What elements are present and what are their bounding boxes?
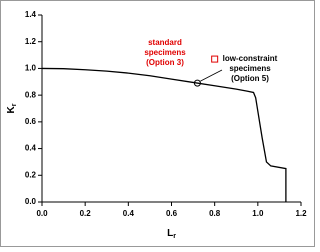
y-tick-label: 0.2 <box>25 170 37 179</box>
leader-line <box>200 69 223 82</box>
y-tick-label: 1.4 <box>25 10 37 19</box>
x-tick-label: 0.2 <box>80 209 92 218</box>
x-tick-label: 0.0 <box>36 209 48 218</box>
x-tick-label: 0.6 <box>166 209 178 218</box>
y-tick-label: 1.0 <box>25 64 37 73</box>
y-tick-label: 0.6 <box>25 117 37 126</box>
curve <box>41 67 287 202</box>
y-tick-label: 0.8 <box>25 90 37 99</box>
point <box>211 55 219 63</box>
annotation: specimens <box>144 48 186 57</box>
y-axis-label: Kr <box>6 103 18 113</box>
frame <box>0 0 315 247</box>
annotation: standard <box>148 38 182 47</box>
annotation: low-constraint <box>223 54 278 63</box>
x-tick-label: 0.4 <box>123 209 135 218</box>
x-axis-label-main: L <box>167 228 173 239</box>
x-tick-label: 1.2 <box>295 209 307 218</box>
y-tick-label: 0.4 <box>25 144 37 153</box>
y-tick-label: 1.2 <box>25 37 37 46</box>
y-tick-label: 0.0 <box>25 197 37 206</box>
x-tick-label: 1.0 <box>252 209 264 218</box>
annotation: (Option 3) <box>146 58 184 67</box>
x-axis-label-sub: r <box>173 233 176 240</box>
chart: 0.0 0.2 0.4 0.6 0.8 1.0 1.2 1.4 0.0 0.2 0.4 0.6 0.8 1… <box>0 0 315 247</box>
x-axis-label: Lr <box>167 228 176 240</box>
y-axis-label-sub: r <box>11 103 18 106</box>
point <box>193 79 201 87</box>
annotation: (Option 5) <box>231 74 269 83</box>
y-axis-label-main: K <box>6 105 17 113</box>
x-tick-label: 0.8 <box>209 209 221 218</box>
annotation: specimens <box>229 64 271 73</box>
